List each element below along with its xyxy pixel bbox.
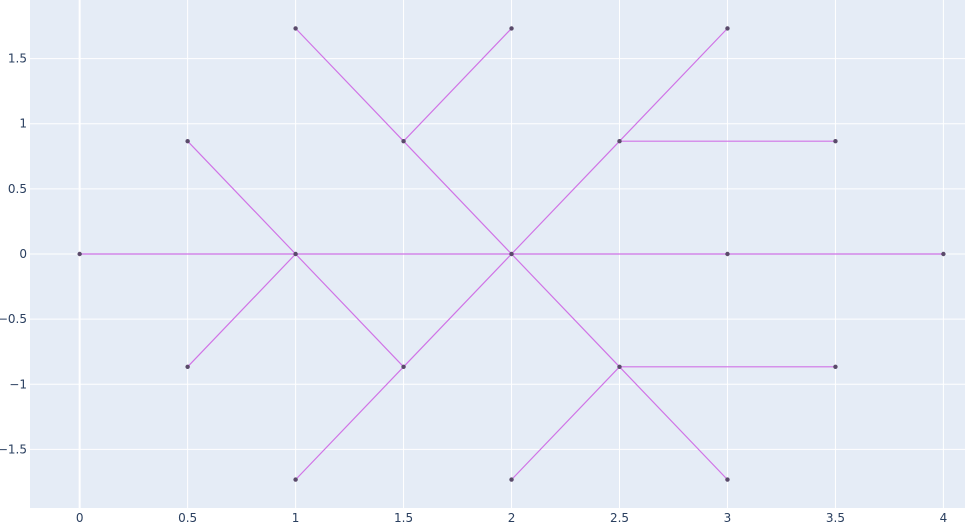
x-tick-label: 4 bbox=[940, 511, 948, 525]
edge-line bbox=[619, 27, 728, 142]
node-point bbox=[725, 251, 730, 257]
grid-layer bbox=[30, 0, 965, 508]
node-point bbox=[293, 477, 298, 482]
node-point bbox=[185, 364, 190, 370]
x-tick-label: 0 bbox=[76, 511, 84, 525]
node-point bbox=[509, 251, 514, 257]
node-point bbox=[185, 138, 190, 144]
x-tick-label: 3 bbox=[724, 511, 732, 525]
x-tick-label: 1 bbox=[292, 511, 300, 525]
y-tick-label: −1 bbox=[9, 377, 27, 391]
y-axis-tick-labels: 1.5 1 0.5 0 −0.5 −1 −1.5 bbox=[0, 52, 27, 457]
y-tick-label: −0.5 bbox=[0, 312, 27, 326]
edge-line bbox=[295, 366, 405, 481]
x-axis-tick-labels: 0 0.5 1 1.5 2 2.5 3 3.5 4 bbox=[76, 511, 947, 525]
node-point bbox=[725, 477, 730, 482]
node-point bbox=[617, 138, 622, 144]
node-point bbox=[833, 138, 838, 144]
x-tick-label: 3.5 bbox=[826, 511, 845, 525]
edge-line bbox=[403, 27, 512, 142]
y-tick-label: 0 bbox=[19, 247, 27, 261]
edge-line bbox=[511, 140, 620, 255]
node-point bbox=[401, 364, 406, 370]
node-point bbox=[401, 138, 406, 144]
y-tick-label: 1 bbox=[19, 117, 27, 131]
edge-line bbox=[187, 140, 297, 255]
edge-layer bbox=[79, 27, 944, 481]
node-point bbox=[725, 26, 730, 31]
node-point bbox=[293, 26, 298, 31]
node-point bbox=[617, 364, 622, 370]
edge-line bbox=[619, 366, 728, 481]
x-tick-label: 2 bbox=[508, 511, 516, 525]
edge-line bbox=[511, 253, 620, 368]
x-tick-label: 2.5 bbox=[610, 511, 629, 525]
node-layer bbox=[77, 26, 946, 482]
y-tick-label: −1.5 bbox=[0, 442, 27, 456]
edge-line bbox=[295, 253, 405, 368]
y-tick-label: 0.5 bbox=[8, 182, 27, 196]
node-point bbox=[509, 477, 514, 482]
edge-line bbox=[511, 366, 620, 481]
edge-line bbox=[403, 140, 512, 255]
x-tick-label: 0.5 bbox=[178, 511, 197, 525]
node-point bbox=[509, 26, 514, 31]
node-point bbox=[77, 251, 82, 257]
node-point bbox=[293, 251, 298, 257]
edge-line bbox=[295, 27, 405, 142]
y-tick-label: 1.5 bbox=[8, 52, 27, 66]
x-tick-label: 1.5 bbox=[394, 511, 413, 525]
edge-line bbox=[187, 253, 297, 368]
node-point bbox=[941, 251, 946, 257]
node-point bbox=[833, 364, 838, 370]
edge-line bbox=[403, 253, 512, 368]
